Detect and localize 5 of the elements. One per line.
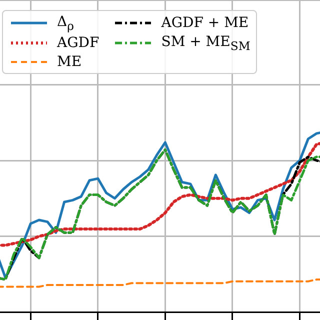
legend-label: AGDF + ME	[161, 15, 249, 32]
legend-label: AGDF	[57, 35, 100, 52]
legend-label: SM + ME$_{SM}$	[161, 34, 250, 53]
legend-label: ME	[57, 54, 82, 70]
legend-label: Δ$_{ρ}$	[57, 14, 74, 33]
